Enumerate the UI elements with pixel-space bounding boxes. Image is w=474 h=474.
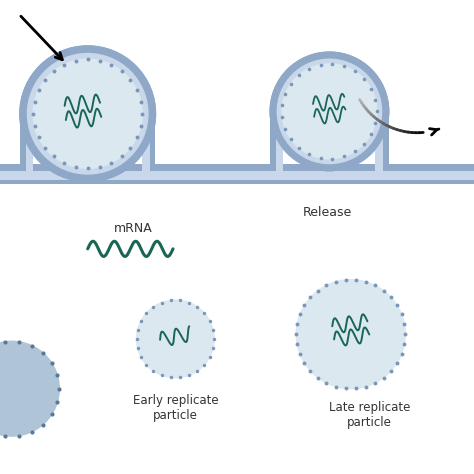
Circle shape (277, 59, 382, 164)
Circle shape (296, 280, 405, 389)
Text: Early replicate
particle: Early replicate particle (133, 394, 218, 422)
Bar (0, 164, 474, 184)
Circle shape (270, 52, 389, 171)
Circle shape (33, 59, 142, 168)
Circle shape (277, 59, 382, 164)
Bar (0, 0, 474, 164)
Bar (0, 171, 474, 180)
Circle shape (20, 46, 155, 182)
Text: Release: Release (302, 206, 352, 219)
Circle shape (282, 64, 377, 159)
Bar (0, 184, 474, 474)
Text: mRNA: mRNA (114, 222, 153, 235)
Circle shape (20, 46, 155, 182)
Circle shape (33, 59, 142, 168)
Circle shape (137, 300, 214, 378)
Circle shape (0, 341, 59, 436)
Bar (0, 171, 474, 180)
Circle shape (282, 64, 377, 159)
Circle shape (270, 52, 389, 171)
Circle shape (27, 54, 148, 174)
Bar (0, 164, 474, 184)
Text: Late replicate
particle: Late replicate particle (329, 401, 410, 428)
Circle shape (27, 54, 148, 174)
